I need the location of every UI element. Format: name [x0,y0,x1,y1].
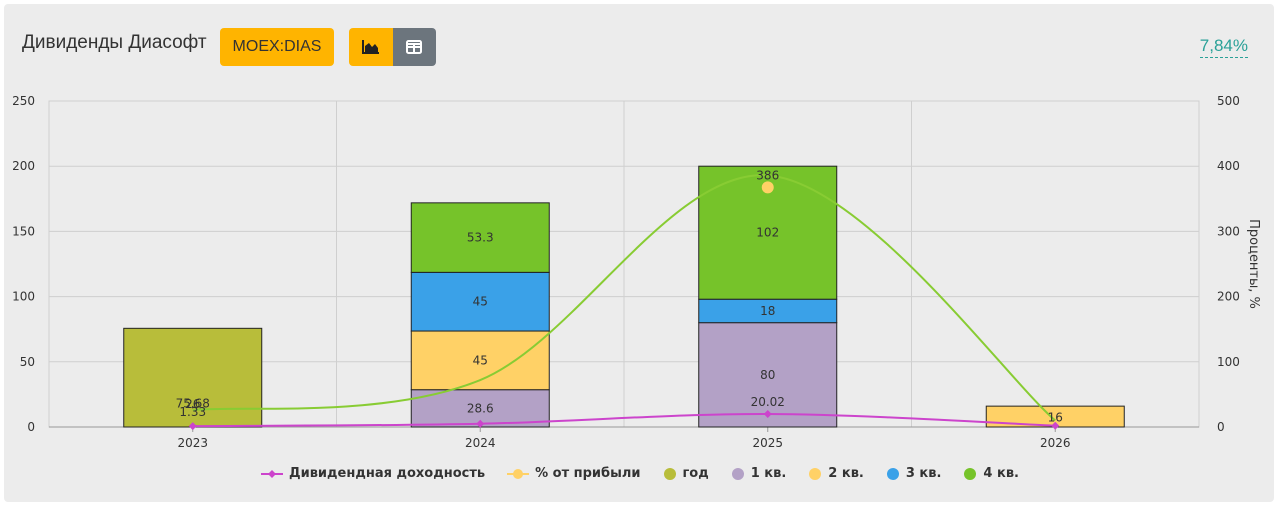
y2-tick-label: 100 [1217,355,1240,369]
y-tick-label: 150 [12,224,35,238]
area-chart-icon [361,40,379,54]
y2-tick-label: 500 [1217,94,1240,108]
bar-label: 75.68 [176,397,210,411]
view-toggle [349,28,436,66]
bar-q1-2025 [698,322,838,428]
bar-label: 102 [756,226,779,240]
legend-symbol [731,467,745,480]
legend-item[interactable]: % от прибыли [507,466,641,481]
ticker-button[interactable]: MOEX:DIAS [220,28,334,66]
line-label-yield_line: 1.33 [179,405,206,419]
y2-axis-label: Проценты, % [1246,219,1261,309]
line-profit_line [192,174,1056,422]
yield-marker [763,409,772,418]
x-tick-label: 2025 [752,436,783,450]
legend-label: 2 кв. [828,466,864,481]
legend-item[interactable]: Дивидендная доходность [261,466,485,481]
page-title: Дивиденды Диасофт [22,32,207,53]
legend-symbol [808,467,822,480]
legend-item[interactable]: год [663,466,709,481]
y-tick-label: 200 [12,159,35,173]
legend-symbol [261,468,284,480]
x-tick-label: 2023 [177,436,208,450]
y2-tick-label: 400 [1217,159,1240,173]
bar-label: 80 [760,368,775,382]
legend-label: 1 кв. [750,466,787,481]
legend-symbol [507,468,530,480]
line-label-yield_line: 20.02 [751,395,785,409]
legend-label: Дивидендная доходность [289,466,486,481]
y-tick-label: 100 [12,290,35,304]
legend-item[interactable]: 3 кв. [886,466,942,481]
yield-marker [476,419,485,428]
legend-label: 3 кв. [905,466,942,481]
bar-q4-2024 [410,202,550,273]
legend-item[interactable]: 2 кв. [808,466,864,481]
legend-label: год [682,466,709,481]
legend-label: 4 кв. [983,466,1019,481]
yield-marker [1051,421,1060,430]
x-tick-label: 2026 [1040,436,1071,450]
bar-label: 45 [473,353,488,367]
legend-symbol [963,467,977,480]
y-tick-label: 250 [12,94,35,108]
legend-symbol [663,467,677,480]
y2-tick-label: 0 [1217,420,1225,434]
y2-tick-label: 300 [1217,224,1240,238]
bar-label: 45 [473,295,488,309]
bar-label: 16 [1048,411,1063,425]
dividend-yield-value[interactable]: 7,84% [1199,36,1248,58]
bar-q3-2024 [410,271,550,332]
bar-q1-2024 [410,389,550,428]
legend-label: % от прибыли [535,466,641,481]
line-label-profit_line: 26 [185,397,200,411]
chart-view-button[interactable] [349,28,393,66]
bar-label: 18 [760,304,775,318]
y-tick-label: 0 [27,420,35,434]
line-yield_line [192,412,1056,428]
yield-marker [188,422,197,431]
table-icon [406,40,423,54]
x-tick-label: 2024 [465,436,496,450]
bar-label: 53.3 [467,231,494,245]
table-view-button[interactable] [392,28,436,66]
dividends-chart: 0 50 100 150 200 250 0 100 200 300 400 500 2023 2024 2… [12,94,1261,450]
profit-marker [761,181,774,194]
legend-symbol [886,467,900,480]
y2-tick-label: 200 [1217,290,1240,304]
line-label-profit_line: 386 [756,168,779,182]
y-tick-label: 50 [20,355,35,369]
legend-item[interactable]: 4 кв. [963,466,1019,481]
chart-legend: Дивидендная доходность % от прибыли год 1 к… [0,466,1280,481]
bar-label: 28.6 [467,401,494,415]
legend-item[interactable]: 1 кв. [731,466,787,481]
